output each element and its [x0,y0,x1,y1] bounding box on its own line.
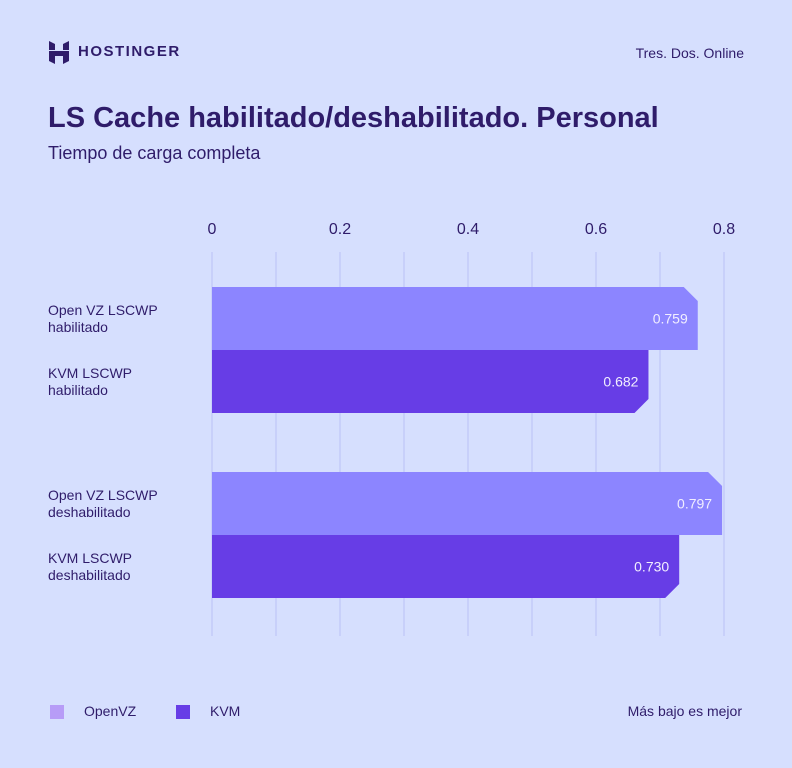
bar-value-label: 0.682 [603,374,638,390]
category-label: KVM LSCWP habilitado [48,365,198,399]
category-label: KVM LSCWP deshabilitado [48,550,198,584]
x-tick-label: 0.8 [713,221,735,238]
chart-subtitle: Tiempo de carga completa [48,143,261,163]
bar-kvm [212,535,680,598]
note-lower-is-better: Más bajo es mejor [627,703,742,719]
brand-name: HOSTINGER [78,43,181,60]
category-label: Open VZ LSCWP habilitado [48,302,198,336]
site-label: Tres. Dos. Online [635,45,744,61]
category-label-line: KVM LSCWP [48,549,133,566]
legend-label: OpenVZ [84,703,137,719]
x-tick-label: 0.4 [457,221,479,238]
category-label-line: Open VZ LSCWP [48,301,158,318]
legend-swatch-kvm [176,705,190,720]
bar-openvz [212,472,723,535]
legend-item-kvm: KVM [176,703,241,720]
bar-value-label: 0.759 [653,311,688,327]
legend-item-openvz: OpenVZ [50,703,137,720]
category-label-line: KVM LSCWP [48,364,133,381]
bar-kvm [212,350,649,413]
x-tick-label: 0 [208,221,217,238]
legend-label: KVM [210,703,241,719]
x-tick-label: 0.2 [329,221,351,238]
bar-value-label: 0.797 [677,496,712,512]
bar-value-label: 0.730 [634,559,669,575]
category-label-line: deshabilitado [48,503,131,520]
chart-title: LS Cache habilitado/deshabilitado. Perso… [48,102,659,134]
category-label-line: Open VZ LSCWP [48,486,158,503]
category-label-line: deshabilitado [48,566,131,583]
category-label: Open VZ LSCWP deshabilitado [48,487,198,521]
category-label-line: habilitado [48,318,108,335]
x-tick-label: 0.6 [585,221,607,238]
bar-openvz [212,287,698,350]
legend-swatch-openvz [50,705,64,720]
category-label-line: habilitado [48,381,108,398]
